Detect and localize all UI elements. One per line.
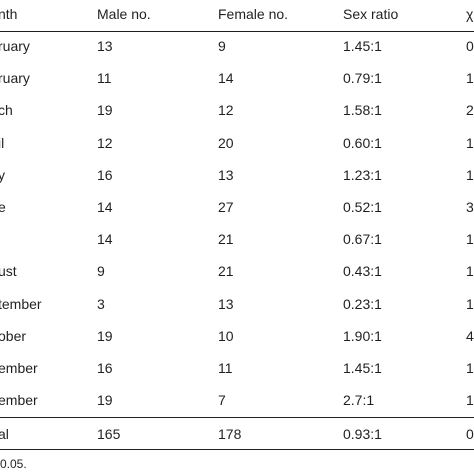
female-cell: 21	[218, 263, 234, 280]
month-cell: ruary	[0, 38, 30, 54]
chi-cell: 1	[466, 263, 474, 280]
female-cell: 9	[218, 38, 226, 54]
chi-cell: 2	[466, 102, 474, 119]
footnote: 0.05.	[0, 457, 27, 471]
chi-cell: 1	[466, 166, 474, 183]
header-cell: χ	[466, 6, 474, 22]
male-cell: 14	[97, 231, 113, 248]
header-cell: Sex ratio	[343, 6, 399, 22]
month-cell: ember	[0, 392, 38, 409]
female-cell: 21	[218, 231, 234, 248]
female-cell: 12	[218, 102, 234, 119]
chi-cell: 1	[466, 231, 474, 248]
female-cell: 10	[218, 327, 234, 344]
female-cell: 13	[218, 166, 234, 183]
male-cell: 19	[97, 327, 113, 344]
male-cell: 19	[97, 392, 113, 409]
ratio-cell: 1.45:1	[343, 360, 382, 376]
female-cell: 27	[218, 199, 234, 215]
ratio-cell: 0.93:1	[343, 426, 382, 443]
chi-cell: 1	[466, 360, 474, 376]
month-cell: ch	[0, 102, 13, 119]
male-cell: 14	[97, 199, 113, 215]
month-cell: y	[0, 166, 5, 183]
header-cell: Male no.	[97, 6, 151, 22]
chi-cell: 1	[466, 134, 474, 151]
female-cell: 13	[218, 295, 234, 312]
female-cell: 11	[218, 360, 233, 376]
male-cell: 13	[97, 38, 113, 54]
ratio-cell: 0.23:1	[343, 295, 382, 312]
female-cell: 14	[218, 70, 234, 87]
chi-cell: 3	[466, 199, 474, 215]
female-cell: 178	[218, 426, 242, 443]
month-cell: al	[0, 426, 9, 443]
header-cell: nth	[0, 6, 18, 22]
month-cell: ruary	[0, 70, 30, 87]
month-cell: ember	[0, 360, 38, 376]
header-cell: Female no.	[218, 6, 289, 22]
male-cell: 11	[97, 70, 112, 87]
total-rule	[0, 417, 474, 418]
ratio-cell: 0.67:1	[343, 231, 382, 248]
female-cell: 20	[218, 134, 234, 151]
male-cell: 9	[97, 263, 105, 280]
ratio-cell: 1.23:1	[343, 166, 382, 183]
ratio-cell: 0.52:1	[343, 199, 382, 215]
month-cell: il	[0, 134, 5, 151]
male-cell: 16	[97, 166, 113, 183]
ratio-cell: 0.43:1	[343, 263, 382, 280]
male-cell: 19	[97, 102, 113, 119]
chi-cell: 0	[466, 38, 474, 54]
male-cell: 16	[97, 360, 113, 376]
male-cell: 3	[97, 295, 105, 312]
chi-cell: 1	[466, 70, 474, 87]
ratio-cell: 0.60:1	[343, 134, 382, 151]
ratio-cell: 1.45:1	[343, 38, 382, 54]
ratio-cell: 2.7:1	[343, 392, 375, 409]
chi-cell: 4	[466, 327, 474, 344]
chi-cell: 1	[466, 392, 474, 409]
ratio-cell: 1.90:1	[343, 327, 382, 344]
chi-cell: 0	[466, 426, 474, 443]
chi-cell: 1	[466, 295, 474, 312]
month-cell: tember	[0, 295, 42, 312]
ratio-cell: 0.79:1	[343, 70, 382, 87]
male-cell: 165	[97, 426, 121, 443]
male-cell: 12	[97, 134, 113, 151]
month-cell: e	[0, 199, 6, 215]
header-rule	[0, 31, 474, 32]
ratio-cell: 1.58:1	[343, 102, 382, 119]
month-cell: ust	[0, 263, 17, 280]
bottom-rule	[0, 449, 474, 450]
month-cell: ober	[0, 327, 27, 344]
female-cell: 7	[218, 392, 226, 409]
